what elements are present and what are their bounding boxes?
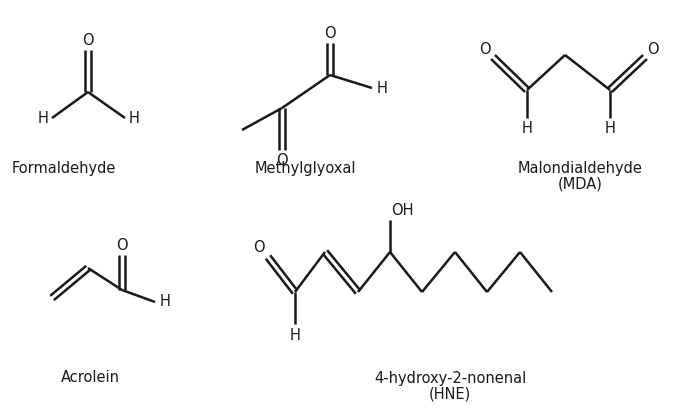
Text: O: O bbox=[647, 42, 659, 56]
Text: H: H bbox=[290, 328, 301, 344]
Text: 4-hydroxy-2-nonenal: 4-hydroxy-2-nonenal bbox=[374, 370, 526, 386]
Text: O: O bbox=[324, 26, 336, 40]
Text: (HNE): (HNE) bbox=[429, 386, 471, 402]
Text: O: O bbox=[116, 237, 128, 253]
Text: O: O bbox=[276, 152, 288, 168]
Text: H: H bbox=[377, 80, 388, 96]
Text: H: H bbox=[129, 110, 139, 126]
Text: Acrolein: Acrolein bbox=[61, 370, 120, 386]
Text: H: H bbox=[605, 120, 615, 136]
Text: (MDA): (MDA) bbox=[558, 176, 602, 192]
Text: O: O bbox=[82, 33, 94, 47]
Text: O: O bbox=[479, 42, 491, 56]
Text: H: H bbox=[37, 110, 48, 126]
Text: Malondialdehyde: Malondialdehyde bbox=[517, 161, 643, 176]
Text: O: O bbox=[253, 239, 265, 255]
Text: Formaldehyde: Formaldehyde bbox=[12, 161, 116, 176]
Text: H: H bbox=[160, 295, 171, 309]
Text: Methylglyoxal: Methylglyoxal bbox=[254, 161, 356, 176]
Text: OH: OH bbox=[391, 203, 413, 218]
Text: H: H bbox=[522, 120, 532, 136]
